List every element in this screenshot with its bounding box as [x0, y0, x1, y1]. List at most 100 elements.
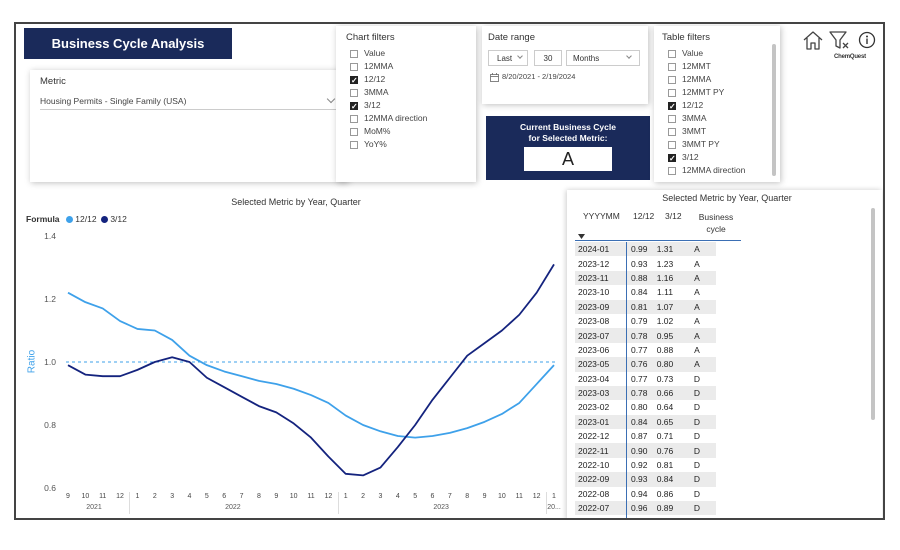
- table-cell: 0.87: [630, 431, 648, 442]
- table-row[interactable]: 2023-10 0.84 1.11 A: [575, 285, 716, 300]
- table-cell: 0.78: [626, 328, 652, 343]
- table-cell: A: [678, 242, 716, 257]
- checkbox[interactable]: [668, 88, 676, 97]
- table-cell: 2022-12: [575, 429, 627, 444]
- table-row[interactable]: 2023-02 0.80 0.64 D: [575, 400, 716, 415]
- table-row[interactable]: 2022-09 0.93 0.84 D: [575, 472, 716, 487]
- table-row[interactable]: 2022-07 0.96 0.89 D: [575, 501, 716, 516]
- date-range-count-input[interactable]: 30: [534, 50, 562, 66]
- x-tick-label: 5: [204, 493, 209, 500]
- chart-filter-item-3mma[interactable]: 3MMA: [350, 86, 427, 99]
- checkbox[interactable]: [350, 114, 358, 123]
- table-row[interactable]: 2023-06 0.77 0.88 A: [575, 342, 716, 358]
- table-cell: 1.07: [652, 299, 678, 314]
- table-row[interactable]: 2023-05 0.76 0.80 A: [575, 357, 716, 372]
- home-icon[interactable]: [802, 30, 824, 50]
- table-row[interactable]: 2023-07 0.78 0.95 A: [575, 328, 716, 343]
- table-filter-item-3mmt[interactable]: 3MMT: [668, 125, 768, 138]
- table-cell: 1.23: [656, 258, 674, 269]
- chart-filter-item-3-12[interactable]: 3/12: [350, 99, 427, 113]
- table-cell: 2022-10: [575, 457, 627, 473]
- table-cell: D: [678, 385, 716, 401]
- table-filters-scrollbar[interactable]: [772, 44, 776, 176]
- chart-filter-item-label: 3MMA: [364, 87, 389, 97]
- table-row[interactable]: 2022-08 0.94 0.86 D: [575, 486, 716, 502]
- x-tick-label: 10: [289, 493, 298, 500]
- table-row[interactable]: 2023-03 0.78 0.66 D: [575, 385, 716, 401]
- table-row[interactable]: 2023-12 0.93 1.23 A: [575, 256, 716, 271]
- checkbox[interactable]: [668, 49, 676, 58]
- checkbox[interactable]: [350, 127, 358, 136]
- checkbox[interactable]: [350, 140, 358, 149]
- chart-filter-item-yoy[interactable]: YoY%: [350, 138, 427, 151]
- metric-label: Metric: [40, 76, 66, 87]
- table-scrollbar[interactable]: [871, 208, 875, 420]
- table-filter-item-label: 3MMA: [682, 113, 707, 123]
- table-row[interactable]: 2022-12 0.87 0.71 D: [575, 429, 716, 444]
- date-range-unit-select[interactable]: Months: [566, 50, 640, 66]
- table-cell: 0.73: [656, 373, 674, 384]
- info-icon[interactable]: [858, 31, 876, 49]
- table-cell: 0.66: [652, 385, 678, 401]
- table-filter-item-3mmt-py[interactable]: 3MMT PY: [668, 138, 768, 151]
- table-filter-item-12mma-direction[interactable]: 12MMA direction: [668, 164, 768, 177]
- series-line-3-12[interactable]: [67, 263, 555, 477]
- checkbox[interactable]: [668, 140, 676, 149]
- chart-filters-card: Chart filters Value 12MMA 12/12 3MMA 3/12 12M…: [336, 26, 476, 182]
- table-filter-item-12mmt-py[interactable]: 12MMT PY: [668, 86, 768, 99]
- checkbox[interactable]: [668, 152, 676, 165]
- chart-filter-item-value[interactable]: Value: [350, 47, 427, 60]
- table-header-yyyymm[interactable]: YYYYMM: [583, 211, 620, 221]
- metric-dropdown[interactable]: Housing Permits - Single Family (USA): [40, 94, 340, 110]
- checkbox[interactable]: [350, 49, 358, 58]
- table-filter-item-3mma[interactable]: 3MMA: [668, 112, 768, 125]
- table-filter-item-12mma[interactable]: 12MMA: [668, 73, 768, 86]
- table-filter-item-12-12[interactable]: 12/12: [668, 99, 768, 113]
- table-header-3-12[interactable]: 3/12: [665, 211, 682, 221]
- table-cell: 0.88: [626, 270, 652, 286]
- chart-filter-item-12mma-direction[interactable]: 12MMA direction: [350, 112, 427, 125]
- table-header-business-cycle[interactable]: Business cycle: [698, 212, 734, 234]
- table-cell: 2023-07: [575, 328, 627, 343]
- checkbox[interactable]: [350, 74, 358, 87]
- table-cell: D: [678, 443, 716, 458]
- checkbox[interactable]: [668, 114, 676, 123]
- table-row[interactable]: 2023-04 0.77 0.73 D: [575, 371, 716, 386]
- table-cell: 1.02: [656, 316, 674, 327]
- x-tick-label: 10: [81, 493, 90, 500]
- checkbox[interactable]: [350, 100, 358, 113]
- chart-filter-item-label: 3/12: [364, 100, 381, 110]
- table-row[interactable]: 2024-01 0.99 1.31 A: [575, 242, 716, 257]
- checkbox[interactable]: [668, 100, 676, 113]
- chart-filter-item-12-12[interactable]: 12/12: [350, 73, 427, 87]
- clear-filter-icon[interactable]: [828, 30, 850, 50]
- table-filter-item-3-12[interactable]: 3/12: [668, 151, 768, 165]
- table-row[interactable]: 2023-11 0.88 1.16 A: [575, 270, 716, 286]
- checkbox[interactable]: [350, 62, 358, 71]
- date-range-mode-value: Last: [497, 54, 513, 63]
- x-tick-label: 11: [307, 493, 315, 500]
- table-row[interactable]: 2023-01 0.84 0.65 D: [575, 414, 716, 430]
- table-filter-item-value[interactable]: Value: [668, 47, 768, 60]
- table-row[interactable]: 2022-11 0.90 0.76 D: [575, 443, 716, 458]
- table-row[interactable]: 2023-09 0.81 1.07 A: [575, 299, 716, 314]
- chart-filter-item-12mma[interactable]: 12MMA: [350, 60, 427, 73]
- checkbox[interactable]: [350, 88, 358, 97]
- table-row[interactable]: 2022-10 0.92 0.81 D: [575, 457, 716, 473]
- table-cell: A: [694, 344, 700, 355]
- table-row[interactable]: 2022-060.970.92D: [575, 515, 716, 518]
- table-cell: A: [694, 287, 700, 298]
- table-filter-item-12mmt[interactable]: 12MMT: [668, 60, 768, 73]
- checkbox[interactable]: [668, 166, 676, 175]
- table-row[interactable]: 2023-08 0.79 1.02 A: [575, 313, 716, 329]
- table-cell: 0.90: [626, 443, 652, 458]
- series-line-12-12[interactable]: [67, 291, 555, 439]
- sort-desc-icon[interactable]: [578, 234, 585, 239]
- table-header-12-12[interactable]: 12/12: [633, 211, 655, 221]
- checkbox[interactable]: [668, 62, 676, 71]
- chart-filter-item-mom[interactable]: MoM%: [350, 125, 427, 138]
- checkbox[interactable]: [668, 127, 676, 136]
- x-tick-label: 8: [256, 493, 261, 500]
- checkbox[interactable]: [668, 75, 676, 84]
- date-range-mode-select[interactable]: Last: [488, 50, 528, 66]
